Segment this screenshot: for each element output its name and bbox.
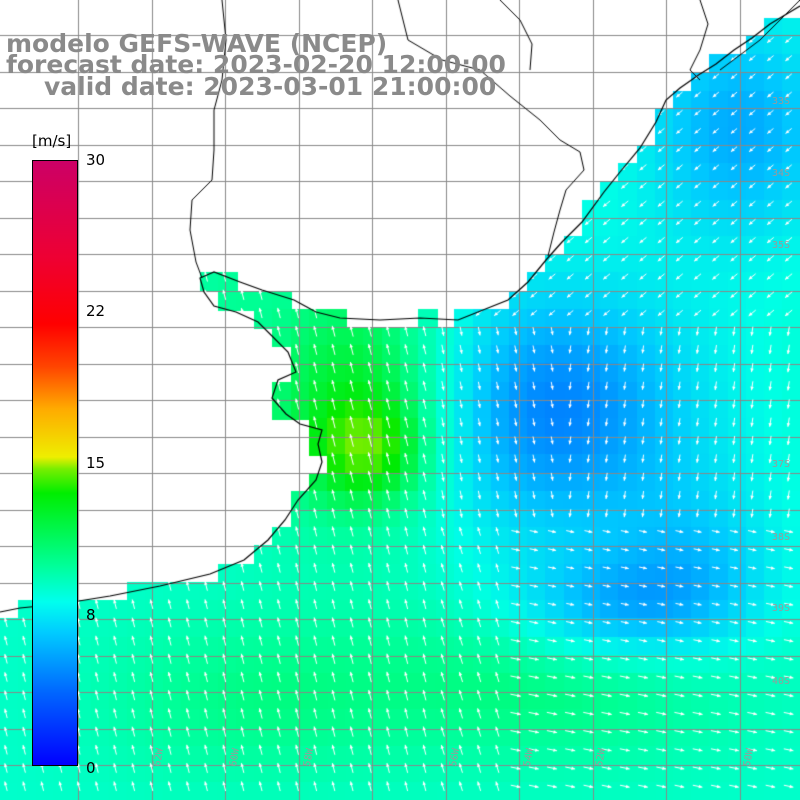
lat-label: 38S <box>772 532 791 543</box>
colorbar-tick-8: 8 <box>86 606 96 624</box>
colorbar-unit-label: [m/s] <box>32 132 72 150</box>
model-title: modelo GEFS-WAVE (NCEP) <box>6 29 388 58</box>
lat-label: 37S <box>772 459 791 470</box>
colorbar-tick-0: 0 <box>86 759 96 777</box>
lat-label: 33S <box>772 96 791 107</box>
lat-label: 34S <box>772 168 791 179</box>
colorbar <box>32 160 78 766</box>
colorbar-tick-15: 15 <box>86 454 106 472</box>
lat-label: 40S <box>772 676 791 687</box>
lat-label: 39S <box>772 603 791 614</box>
colorbar-tick-22: 22 <box>86 302 106 320</box>
lat-label: 35S <box>772 240 791 251</box>
forecast-date-label: forecast date: 2023-02-20 12:00:00 <box>6 50 506 79</box>
colorbar-tick-30: 30 <box>86 151 106 169</box>
valid-date-label: valid date: 2023-03-01 21:00:00 <box>44 72 497 101</box>
